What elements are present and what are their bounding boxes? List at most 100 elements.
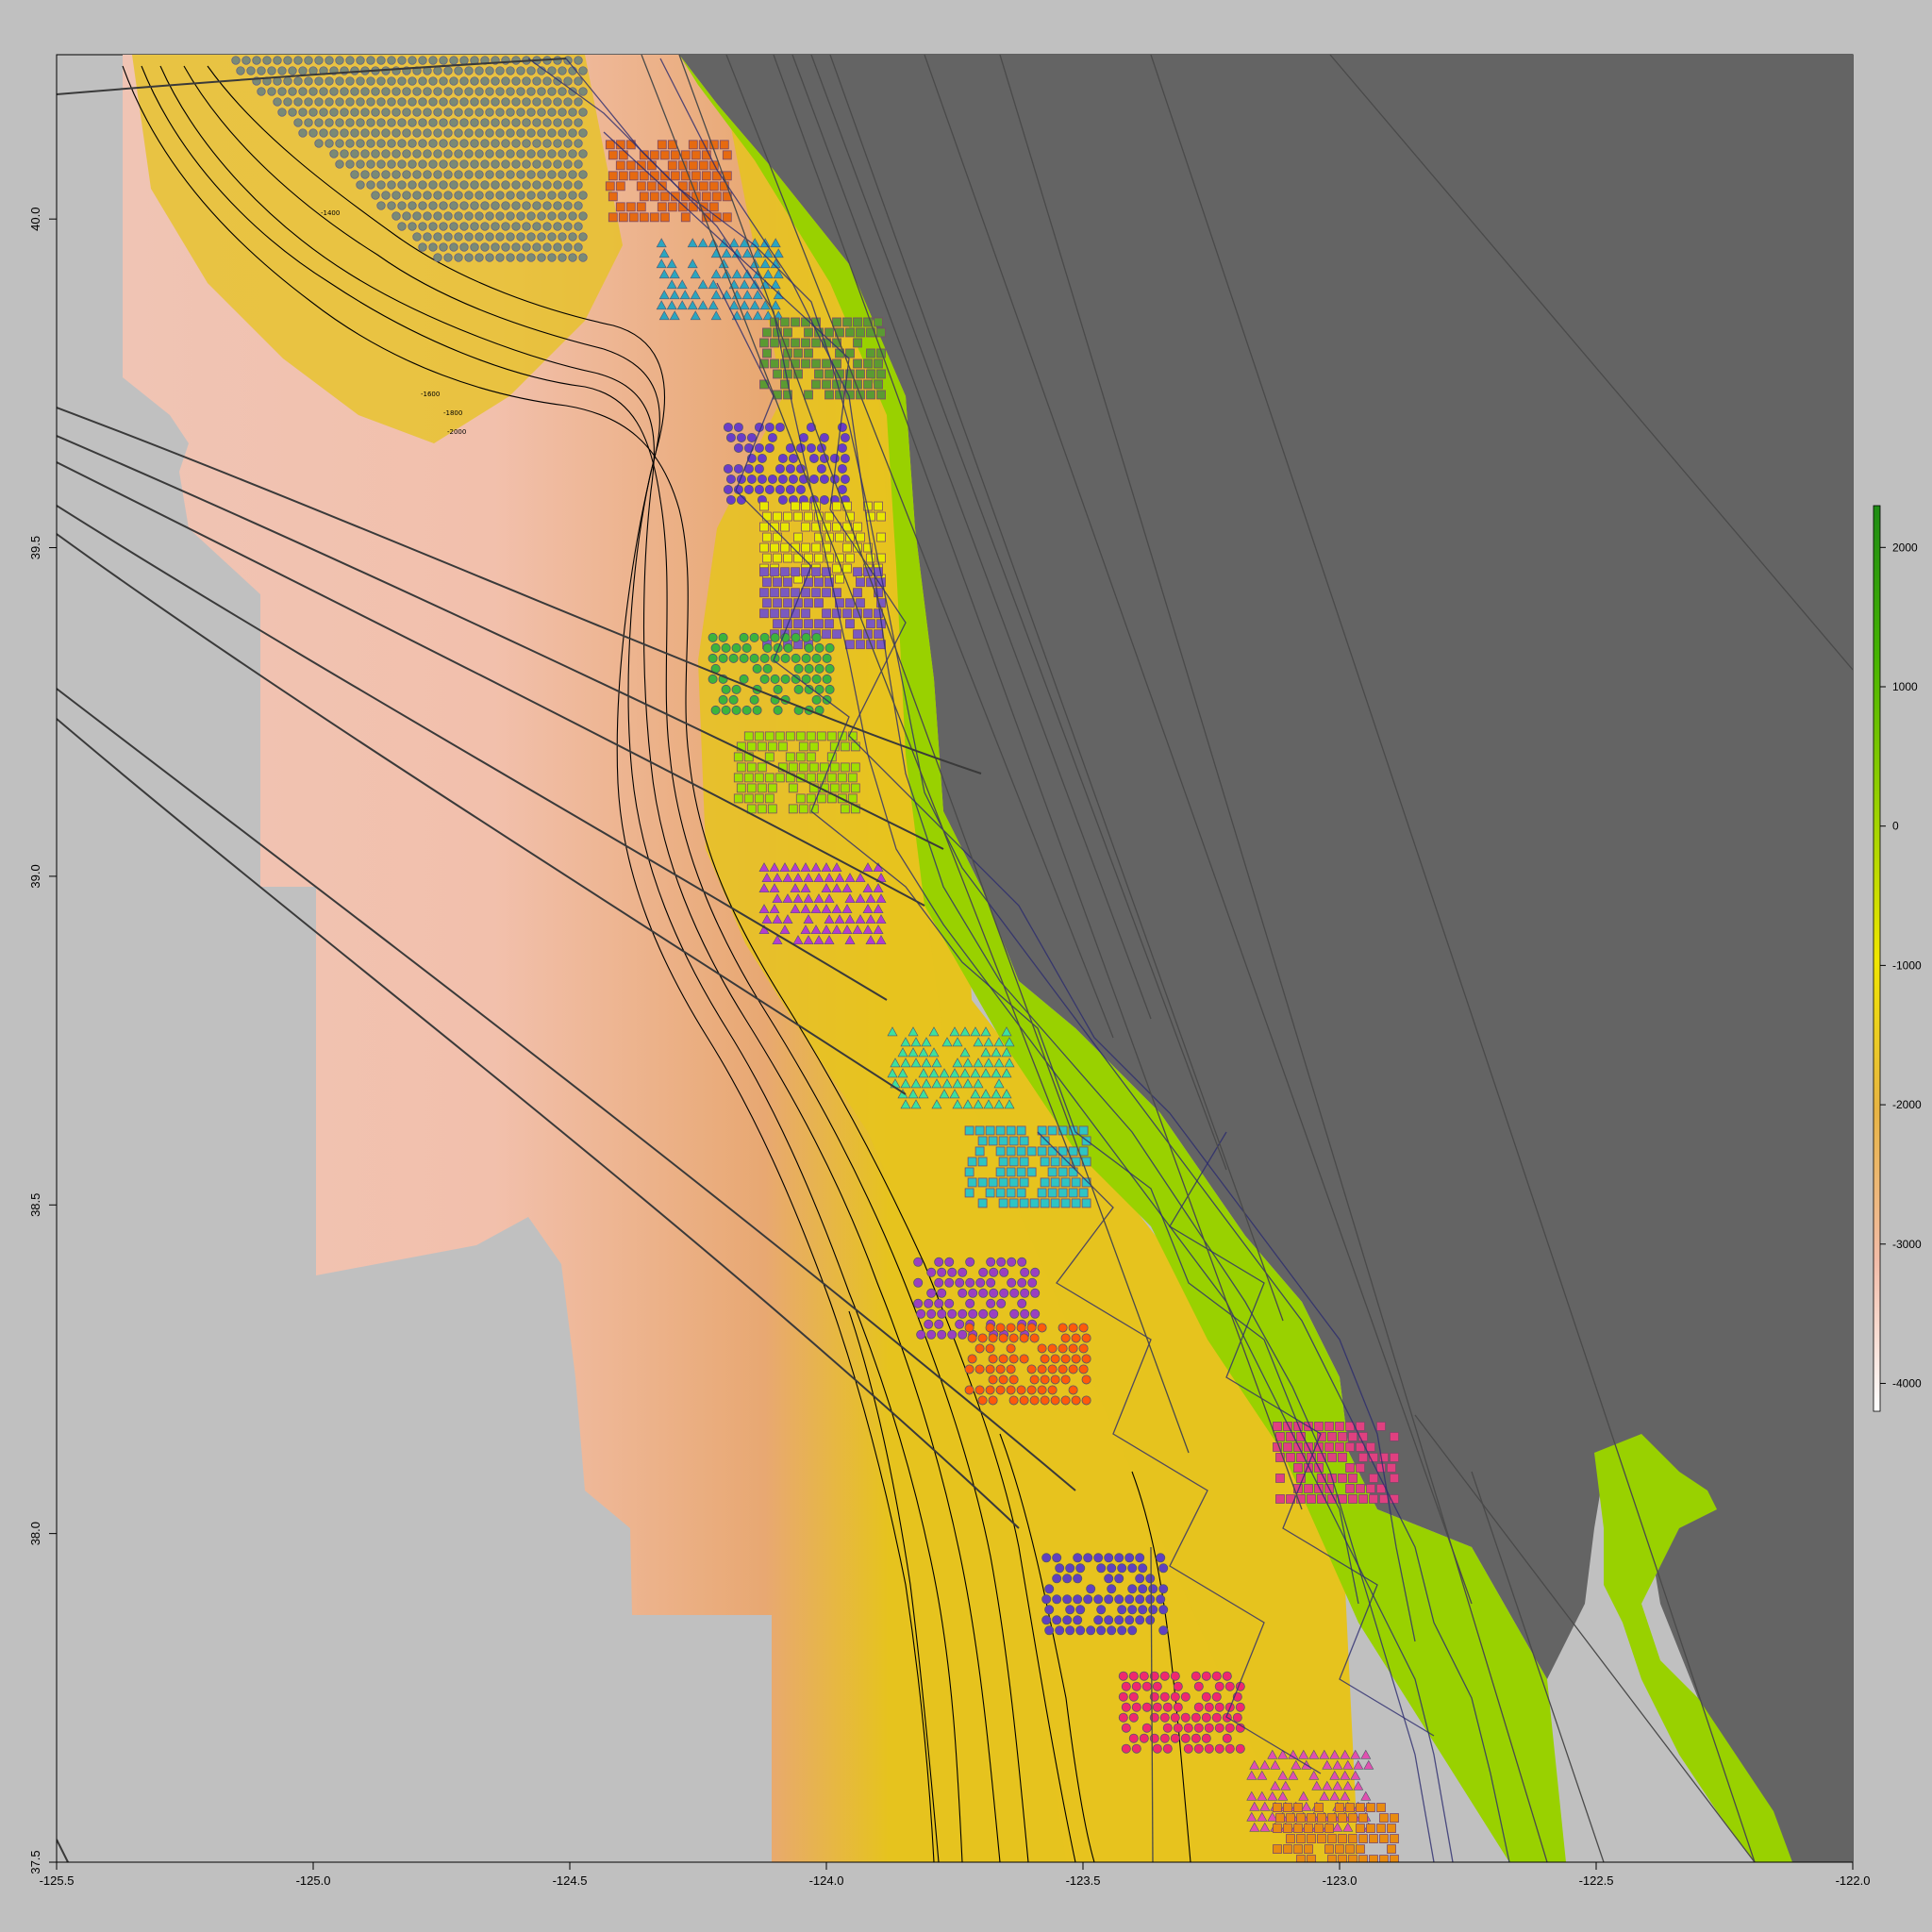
survey-marker [824,619,834,629]
survey-marker [993,1099,1005,1109]
survey-marker [532,159,541,169]
survey-marker [1358,1453,1368,1462]
survey-marker [578,66,588,75]
survey-marker [958,1267,968,1277]
survey-marker [1370,1876,1378,1885]
survey-marker [1286,1453,1295,1462]
survey-marker [1040,1374,1050,1385]
survey-marker [1093,1553,1104,1563]
survey-marker [1270,1759,1281,1770]
survey-marker [865,893,876,904]
survey-marker [350,149,359,158]
survey-marker [1376,1422,1386,1431]
survey-marker [793,369,803,379]
survey-marker [876,640,886,650]
survey-marker [1026,1323,1037,1333]
survey-marker [728,653,739,663]
survey-marker [759,632,770,642]
survey-marker [658,290,670,300]
survey-marker [814,511,824,522]
survey-marker [485,253,494,262]
x-tick-label: -123.0 [1323,1874,1357,1888]
survey-marker [1073,1615,1083,1625]
survey-marker [542,97,552,107]
survey-marker [774,773,785,783]
survey-marker [371,87,380,96]
survey-marker [762,327,772,338]
survey-marker [1390,1474,1399,1483]
survey-marker [1293,1463,1303,1473]
survey-marker [780,674,791,684]
survey-marker [773,269,784,279]
survey-marker [1047,1364,1058,1374]
survey-marker [804,553,813,563]
survey-marker [792,893,804,904]
survey-marker [759,258,771,269]
survey-marker [810,862,822,873]
survey-marker [423,191,432,200]
survey-marker [537,149,546,158]
survey-marker [824,553,834,563]
survey-marker [974,1125,985,1136]
survey-marker [998,1374,1008,1385]
survey-marker [1366,1484,1375,1493]
survey-marker [1107,1584,1117,1594]
survey-marker [1121,1681,1131,1691]
y-tick-label: 38.5 [28,1193,42,1217]
survey-marker [995,1323,1006,1333]
survey-marker [1006,1188,1016,1198]
survey-marker [918,1089,929,1099]
survey-marker [897,1047,908,1058]
survey-marker [1332,1759,1343,1770]
survey-marker [800,904,811,914]
survey-marker [764,442,774,453]
survey-marker [780,338,790,348]
survey-marker [814,532,824,542]
survey-marker [491,222,500,231]
survey-marker [1304,1844,1313,1854]
survey-marker [325,56,334,65]
survey-marker [1071,1198,1081,1208]
survey-marker [791,358,800,369]
survey-marker [1030,1308,1041,1319]
survey-marker [1050,1157,1060,1167]
survey-marker [1081,1198,1091,1208]
survey-marker [770,632,780,642]
survey-marker [314,56,324,65]
survey-marker [975,1277,986,1288]
survey-marker [978,1308,989,1319]
survey-marker [1001,1068,1012,1078]
survey-marker [366,180,375,190]
survey-marker [506,253,515,262]
survey-marker [381,149,391,158]
survey-marker [967,1354,977,1364]
survey-marker [1180,1733,1191,1743]
survey-marker [995,1188,1006,1198]
survey-marker [773,511,782,522]
survey-marker [522,97,531,107]
survey-marker [578,191,588,200]
survey-marker [965,1257,975,1267]
survey-marker [968,1308,978,1319]
survey-marker [1224,1743,1235,1754]
survey-marker [791,588,800,598]
survey-marker [708,160,719,171]
survey-marker [1020,1267,1030,1277]
survey-marker [464,191,474,200]
survey-marker [995,1125,1006,1136]
survey-marker [835,532,844,542]
survey-marker [325,76,334,86]
survey-marker [1357,1866,1365,1874]
survey-marker [876,390,886,400]
survey-marker [1071,1395,1081,1406]
survey-marker [666,279,677,290]
survey-marker [356,180,365,190]
survey-marker [1348,1813,1357,1823]
survey-marker [558,66,567,75]
survey-marker [980,1047,991,1058]
survey-marker [1183,1723,1193,1733]
survey-marker [988,1395,998,1406]
survey-marker [873,924,884,935]
survey-marker [1096,1605,1107,1615]
survey-marker [1027,1277,1038,1288]
